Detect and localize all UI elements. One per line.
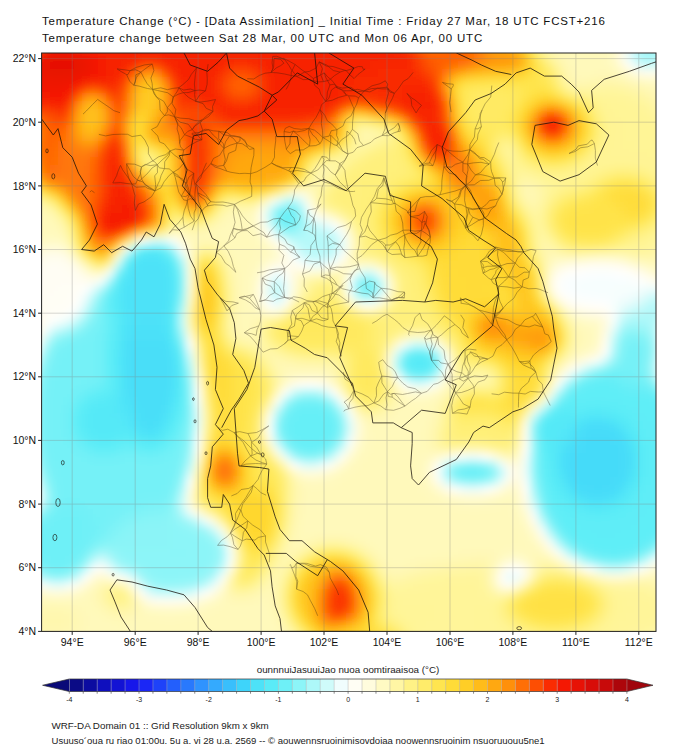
svg-text:102°E: 102°E	[310, 636, 339, 648]
svg-text:Temperature Change (°C) - [Dat: Temperature Change (°C) - [Data Assimila…	[42, 15, 606, 27]
svg-text:0: 0	[346, 696, 350, 703]
svg-text:20°N: 20°N	[13, 116, 36, 128]
svg-text:-4: -4	[66, 696, 72, 703]
svg-text:110°E: 110°E	[562, 636, 590, 648]
svg-text:98°E: 98°E	[187, 636, 210, 648]
svg-text:10°N: 10°N	[13, 434, 36, 446]
svg-text:14°N: 14°N	[13, 307, 36, 319]
svg-text:-2: -2	[206, 696, 212, 703]
svg-text:ounnnuiJasuuiJao nuoa oomtiraa: ounnnuiJasuuiJao nuoa oomtiraaisoa (°C)	[257, 664, 440, 675]
svg-text:104°E: 104°E	[373, 636, 402, 648]
svg-text:1: 1	[416, 696, 420, 703]
svg-text:Temperature change between Sat: Temperature change between Sat 28 Mar, 0…	[42, 32, 483, 44]
svg-text:-1: -1	[275, 696, 281, 703]
svg-text:106°E: 106°E	[436, 636, 465, 648]
svg-text:96°E: 96°E	[124, 636, 147, 648]
svg-text:12°N: 12°N	[13, 370, 36, 382]
svg-text:22°N: 22°N	[13, 52, 36, 64]
svg-text:4°N: 4°N	[18, 625, 36, 637]
svg-text:3: 3	[555, 696, 559, 703]
svg-text:8°N: 8°N	[18, 498, 36, 510]
svg-text:-3: -3	[136, 696, 142, 703]
svg-text:100°E: 100°E	[247, 636, 276, 648]
svg-text:94°E: 94°E	[61, 636, 84, 648]
svg-text:WRF-DA Domain 01 :: Grid Resol: WRF-DA Domain 01 :: Grid Resolution 9km …	[52, 720, 269, 731]
svg-text:Usuuso´oua ru riao 01:00u. 5u: Usuuso´oua ru riao 01:00u. 5u a. vi 28 u…	[52, 735, 545, 746]
svg-text:6°N: 6°N	[18, 561, 36, 573]
svg-text:16°N: 16°N	[13, 243, 36, 255]
svg-text:4: 4	[625, 696, 629, 703]
svg-text:112°E: 112°E	[625, 636, 653, 648]
svg-text:2: 2	[486, 696, 490, 703]
svg-text:18°N: 18°N	[13, 180, 36, 192]
svg-text:108°E: 108°E	[499, 636, 528, 648]
